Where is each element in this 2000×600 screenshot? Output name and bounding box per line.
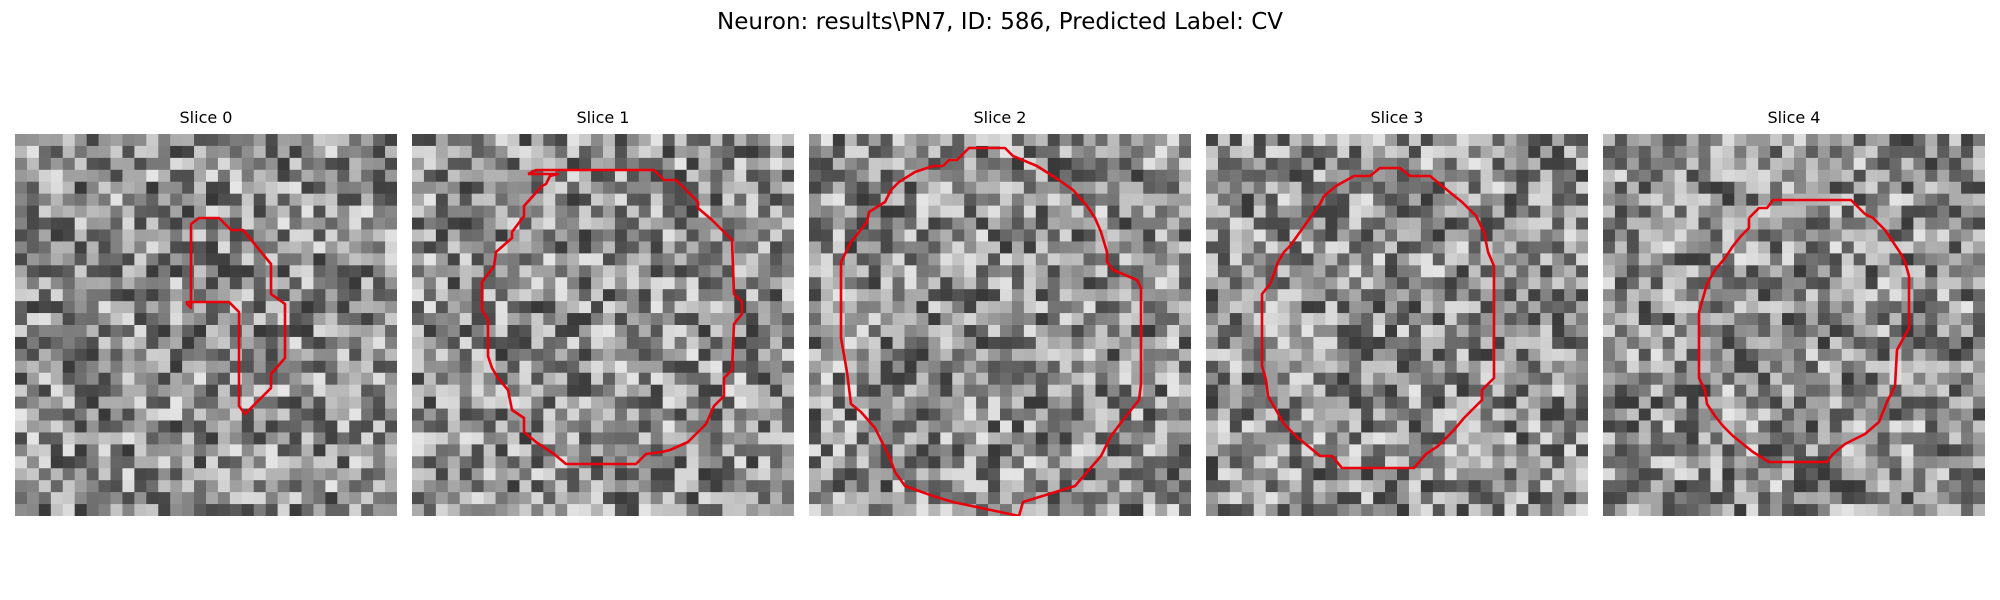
slice-image: [1206, 134, 1588, 516]
slice-title: Slice 4: [1767, 108, 1821, 127]
slice-image: [809, 134, 1191, 516]
figure-title: Neuron: results\PN7, ID: 586, Predicted …: [717, 9, 1283, 35]
segmentation-contour: [185, 216, 287, 416]
slice-panel-3: Slice 3: [1206, 108, 1588, 518]
segmentation-contour: [1260, 166, 1496, 470]
slice-title: Slice 0: [179, 108, 233, 127]
slice-image: [412, 134, 794, 516]
slice-panel-2: Slice 2: [809, 108, 1191, 518]
segmentation-contour: [839, 146, 1143, 516]
slice-title: Slice 3: [1370, 108, 1424, 127]
segmentation-contour: [1697, 198, 1911, 464]
slice-title: Slice 2: [973, 108, 1027, 127]
slice-panel-1: Slice 1: [412, 108, 794, 518]
slice-panel-0: Slice 0: [15, 108, 397, 518]
slice-image: [15, 134, 397, 516]
segmentation-contour: [480, 168, 744, 466]
slice-title: Slice 1: [576, 108, 630, 127]
slice-image: [1603, 134, 1985, 516]
slice-panel-4: Slice 4: [1603, 108, 1985, 518]
